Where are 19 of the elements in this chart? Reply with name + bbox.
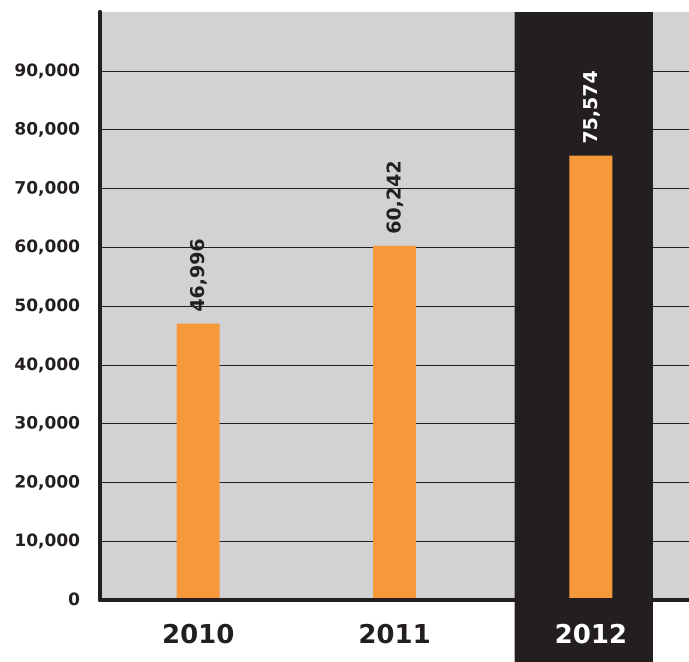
bar (569, 156, 612, 600)
y-tick-label: 40,000 (14, 354, 80, 375)
y-tick-label: 20,000 (14, 472, 80, 492)
data-label: 46,996 (187, 238, 210, 312)
bar (176, 324, 220, 600)
x-tick-label: 2012 (554, 620, 628, 650)
y-tick-label: 70,000 (14, 178, 80, 198)
x-tick-label: 2010 (162, 620, 234, 650)
y-tick-label: 30,000 (14, 414, 80, 434)
y-tick-label: 60,000 (14, 237, 80, 258)
y-tick-label: 10,000 (14, 531, 80, 552)
y-tick-label: 50,000 (14, 296, 80, 316)
bar (373, 246, 416, 600)
data-label: 75,574 (580, 70, 602, 144)
y-tick-label: 80,000 (14, 120, 80, 140)
y-tick-label: 0 (68, 590, 80, 610)
x-tick-label: 2011 (358, 620, 431, 650)
data-label: 60,242 (384, 160, 406, 234)
y-tick-label: 90,000 (14, 60, 80, 81)
